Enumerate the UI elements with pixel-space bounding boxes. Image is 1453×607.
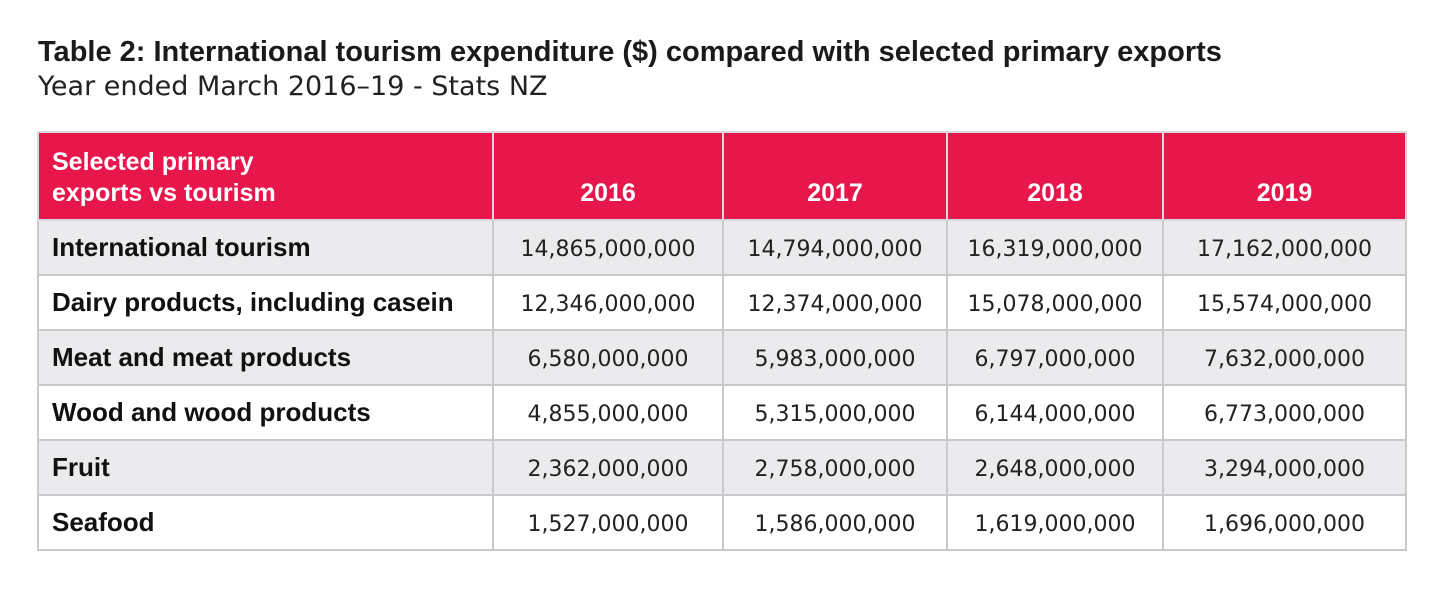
table-cell: 6,773,000,000 (1162, 384, 1407, 441)
table-cell: 1,527,000,000 (492, 494, 724, 551)
table-cell: 5,983,000,000 (722, 329, 948, 386)
table-cell: 5,315,000,000 (722, 384, 948, 441)
row-label: Seafood (37, 494, 494, 551)
table-header: Selected primary exports vs tourism 2016… (37, 131, 1407, 221)
row-label: Wood and wood products (37, 384, 494, 441)
table-cell: 15,078,000,000 (946, 274, 1164, 331)
row-label: Dairy products, including casein (37, 274, 494, 331)
column-header-2017: 2017 (722, 131, 948, 221)
table-title: Table 2: International tourism expenditu… (38, 36, 1222, 68)
table-cell: 2,648,000,000 (946, 439, 1164, 496)
data-table: Selected primary exports vs tourism 2016… (37, 131, 1407, 551)
row-label: Meat and meat products (37, 329, 494, 386)
table-cell: 12,346,000,000 (492, 274, 724, 331)
column-header-2016: 2016 (492, 131, 724, 221)
table-row: Dairy products, including casein 12,346,… (37, 274, 1407, 331)
table-row: Meat and meat products 6,580,000,000 5,9… (37, 329, 1407, 386)
table-subtitle: Year ended March 2016–19 - Stats NZ (38, 71, 548, 102)
table-cell: 2,362,000,000 (492, 439, 724, 496)
column-header-2019: 2019 (1162, 131, 1407, 221)
table-cell: 6,797,000,000 (946, 329, 1164, 386)
row-header-cell: Selected primary exports vs tourism (37, 131, 494, 221)
table-row: Wood and wood products 4,855,000,000 5,3… (37, 384, 1407, 441)
table-cell: 14,794,000,000 (722, 219, 948, 276)
table-cell: 1,619,000,000 (946, 494, 1164, 551)
row-label: Fruit (37, 439, 494, 496)
table-row: Fruit 2,362,000,000 2,758,000,000 2,648,… (37, 439, 1407, 496)
table-row: Seafood 1,527,000,000 1,586,000,000 1,61… (37, 494, 1407, 551)
table-row: International tourism 14,865,000,000 14,… (37, 219, 1407, 276)
table-cell: 6,144,000,000 (946, 384, 1164, 441)
table-cell: 17,162,000,000 (1162, 219, 1407, 276)
table-cell: 7,632,000,000 (1162, 329, 1407, 386)
table-cell: 1,696,000,000 (1162, 494, 1407, 551)
table-cell: 15,574,000,000 (1162, 274, 1407, 331)
column-header-2018: 2018 (946, 131, 1164, 221)
table-cell: 6,580,000,000 (492, 329, 724, 386)
table-cell: 2,758,000,000 (722, 439, 948, 496)
table-cell: 3,294,000,000 (1162, 439, 1407, 496)
table-cell: 16,319,000,000 (946, 219, 1164, 276)
table-cell: 12,374,000,000 (722, 274, 948, 331)
table-cell: 4,855,000,000 (492, 384, 724, 441)
table-body: International tourism 14,865,000,000 14,… (37, 219, 1407, 551)
row-label: International tourism (37, 219, 494, 276)
table-cell: 1,586,000,000 (722, 494, 948, 551)
table-cell: 14,865,000,000 (492, 219, 724, 276)
header-row: Selected primary exports vs tourism 2016… (37, 131, 1407, 221)
